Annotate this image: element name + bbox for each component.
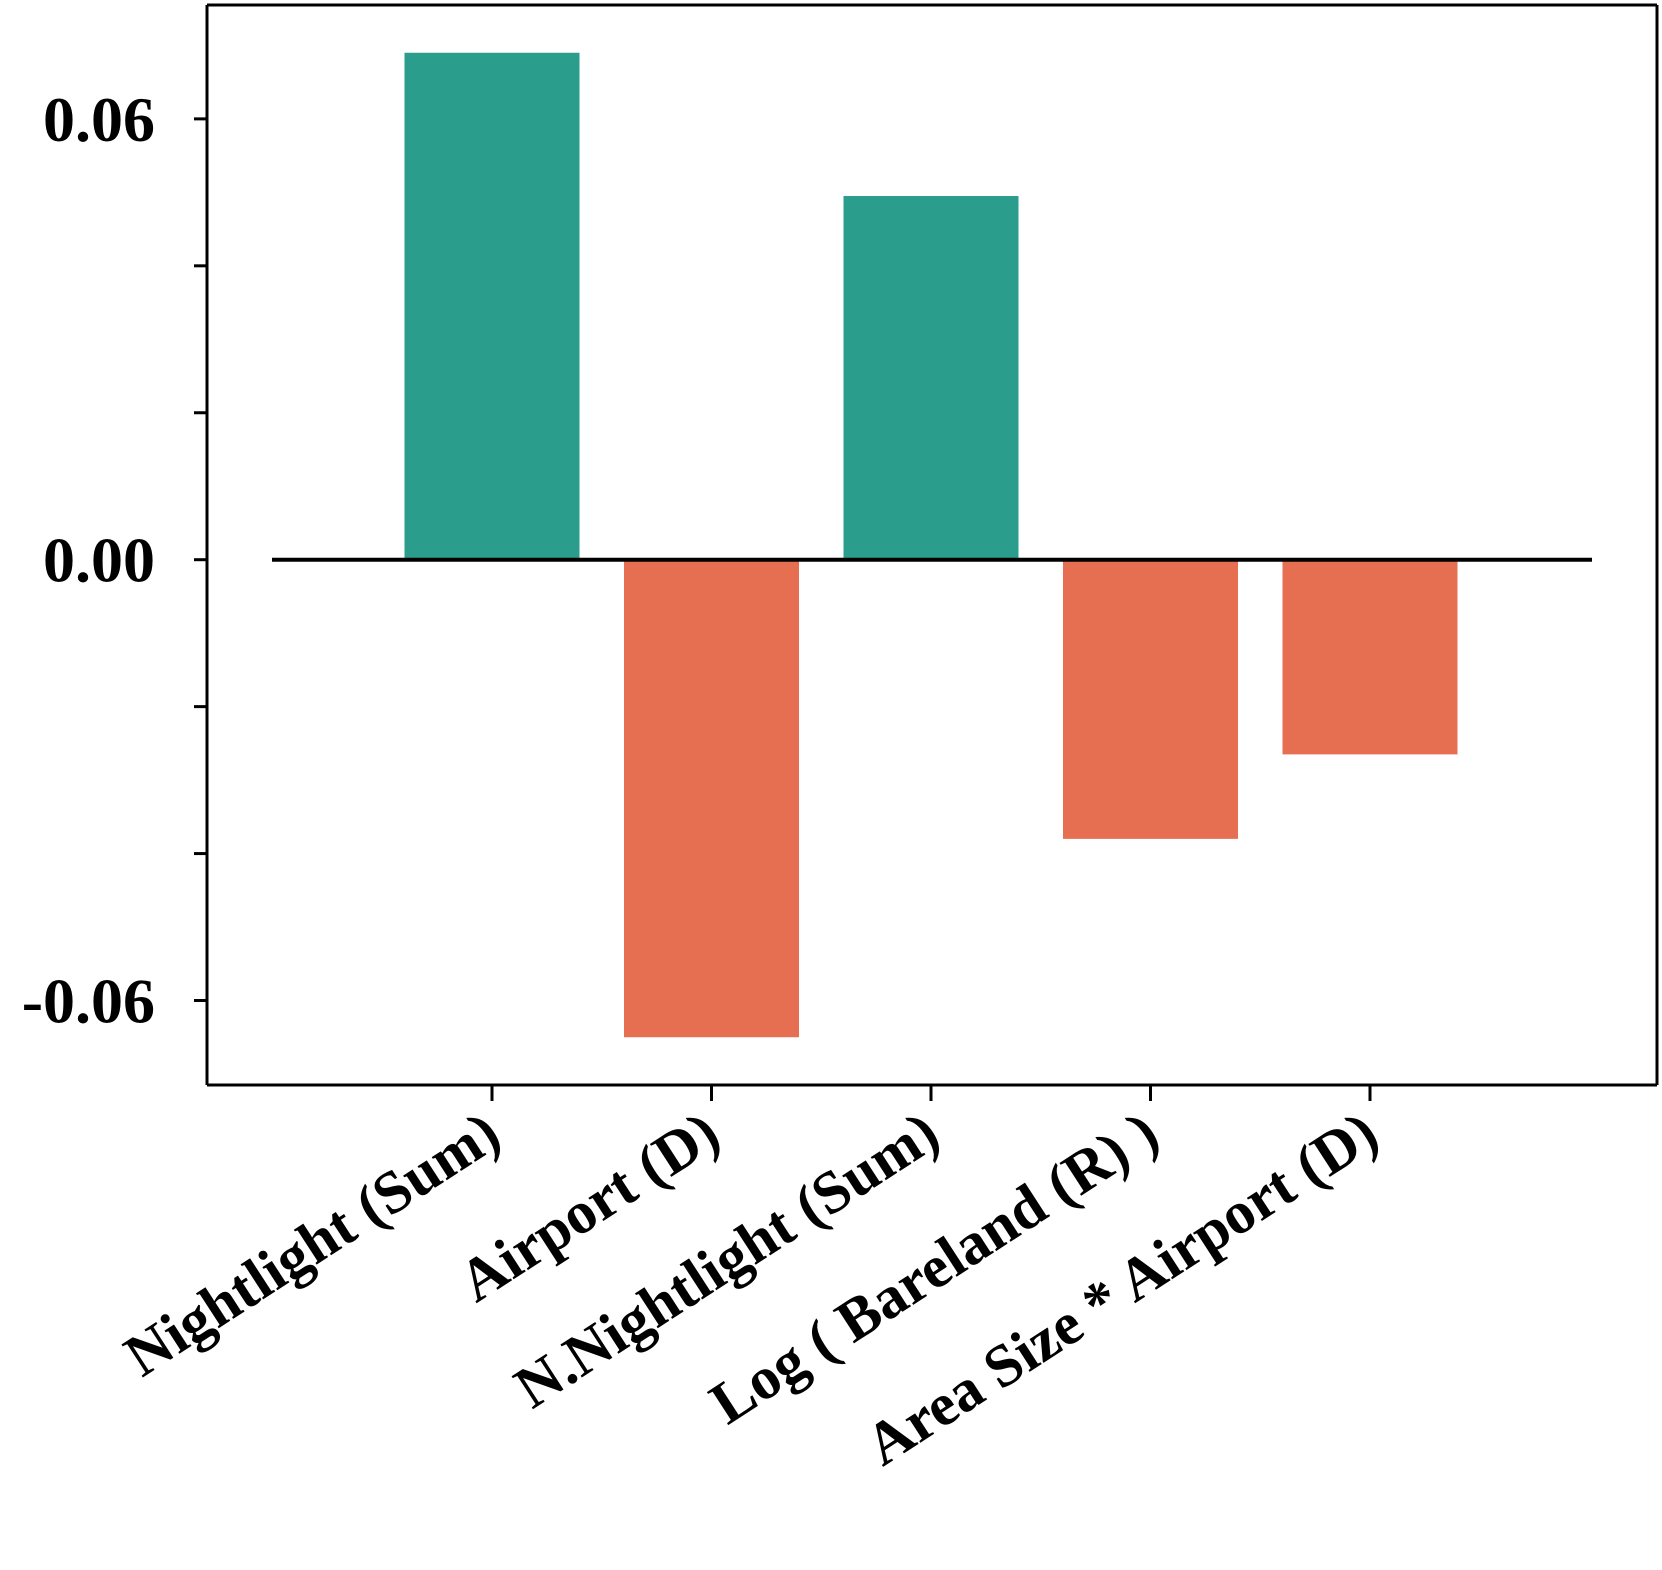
y-tick-label: 0.06 (43, 84, 155, 155)
bar-0 (404, 52, 580, 560)
bar-3 (1063, 559, 1238, 839)
bars-layer (404, 52, 1458, 1038)
bar-2 (843, 196, 1019, 560)
x-tick-label: Nightlight (Sum) (113, 1099, 511, 1389)
y-ticks-layer: -0.06 0.00 0.06 (22, 84, 207, 1037)
bar-4 (1282, 559, 1458, 755)
bar-1 (624, 559, 799, 1038)
y-tick-label: 0.00 (43, 525, 155, 596)
x-ticks-layer: Nightlight (Sum)Airport (D)N.Nightlight … (113, 1085, 1389, 1478)
y-tick-label: -0.06 (22, 966, 155, 1037)
